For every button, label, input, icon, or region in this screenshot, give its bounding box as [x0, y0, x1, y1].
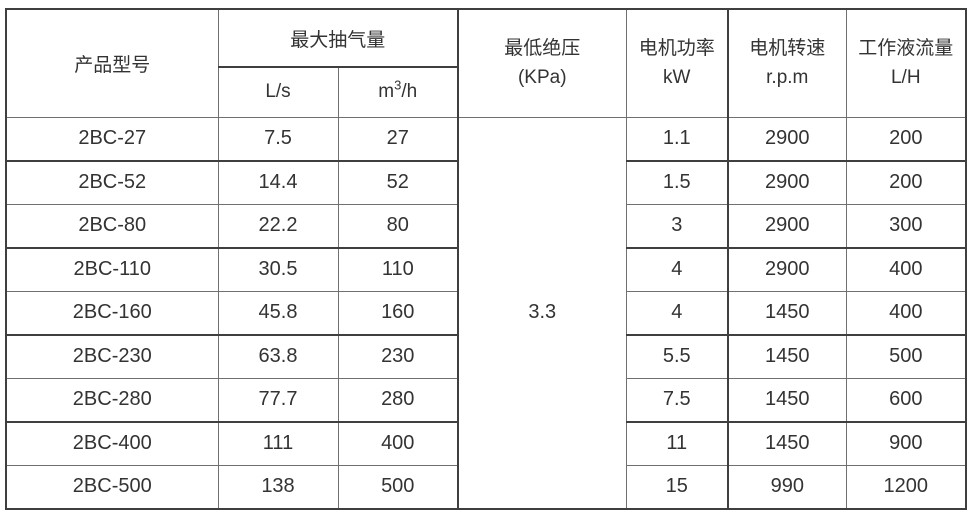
cell-capacity-m3h: 52 — [337, 159, 459, 205]
cell-fluid-flow: 200 — [845, 159, 967, 205]
table-row: 2BC-27 7.5 27 3.3 1.1 2900 200 — [5, 116, 967, 509]
cell-motor-power: 7.5 — [625, 377, 729, 422]
cell-capacity-m3h: 230 — [337, 333, 459, 379]
table-row: 2BC-160 45.8 160 4 1450 400 — [5, 290, 967, 335]
cell-capacity-m3h: 110 — [337, 246, 459, 292]
cell-fluid-flow: 200 — [845, 116, 967, 161]
header-unit-m3h: m3/h — [337, 66, 459, 118]
cell-capacity-m3h: 500 — [337, 464, 459, 509]
cell-product-model: 2BC-230 — [5, 333, 219, 379]
table-row: 2BC-280 77.7 280 7.5 1450 600 — [5, 377, 967, 422]
table-row: 2BC-500 138 500 15 990 1200 — [5, 464, 967, 509]
cell-capacity-ls: 111 — [217, 420, 339, 466]
cell-capacity-m3h: 27 — [337, 116, 459, 161]
cell-motor-speed: 990 — [727, 464, 847, 509]
cell-motor-speed: 2900 — [727, 203, 847, 248]
table-row: 2BC-52 14.4 52 1.5 2900 200 — [5, 159, 967, 205]
cell-capacity-ls: 14.4 — [217, 159, 339, 205]
cell-capacity-ls: 30.5 — [217, 246, 339, 292]
cell-capacity-ls: 77.7 — [217, 377, 339, 422]
cell-capacity-m3h: 160 — [337, 290, 459, 335]
header-max-pumping-capacity: 最大抽气量 — [217, 8, 459, 68]
header-fluid-flow-label: 工作液流量 — [858, 38, 954, 60]
cell-capacity-m3h: 280 — [337, 377, 459, 422]
cell-capacity-m3h: 400 — [337, 420, 459, 466]
cell-capacity-m3h: 80 — [337, 203, 459, 248]
cell-product-model: 2BC-500 — [5, 464, 219, 509]
cell-motor-power: 4 — [625, 246, 729, 292]
cell-product-model: 2BC-400 — [5, 420, 219, 466]
cell-product-model: 2BC-280 — [5, 377, 219, 422]
cell-motor-speed: 1450 — [727, 420, 847, 466]
cell-product-model: 2BC-110 — [5, 246, 219, 292]
cell-motor-speed: 1450 — [727, 333, 847, 379]
cell-fluid-flow: 900 — [845, 420, 967, 466]
cell-motor-power: 15 — [625, 464, 729, 509]
cell-fluid-flow: 400 — [845, 290, 967, 335]
table-row: 2BC-80 22.2 80 3 2900 300 — [5, 203, 967, 248]
cell-product-model: 2BC-80 — [5, 203, 219, 248]
cell-motor-speed: 2900 — [727, 246, 847, 292]
cell-fluid-flow: 1200 — [845, 464, 967, 509]
table-row: 2BC-230 63.8 230 5.5 1450 500 — [5, 333, 967, 379]
cell-product-model: 2BC-52 — [5, 159, 219, 205]
header-motor-speed-unit: r.p.m — [766, 67, 809, 89]
header-min-pressure-label: 最低绝压 — [504, 38, 581, 60]
header-fluid-flow-unit: L/H — [890, 67, 921, 89]
cell-capacity-ls: 7.5 — [217, 116, 339, 161]
header-motor-speed: 电机转速 r.p.m — [727, 8, 847, 118]
cell-product-model: 2BC-27 — [5, 116, 219, 161]
cell-motor-power: 3 — [625, 203, 729, 248]
cell-fluid-flow: 400 — [845, 246, 967, 292]
cell-motor-speed: 1450 — [727, 290, 847, 335]
unit-m3h-suffix: /h — [401, 81, 418, 103]
header-motor-speed-label: 电机转速 — [749, 38, 826, 60]
cell-fluid-flow: 500 — [845, 333, 967, 379]
cell-fluid-flow: 600 — [845, 377, 967, 422]
pump-spec-table: 产品型号 最大抽气量 最低绝压 (KPa) 电机功率 kW 电机转速 r.p.m… — [5, 8, 968, 510]
cell-capacity-ls: 22.2 — [217, 203, 339, 248]
header-product-model: 产品型号 — [5, 8, 219, 118]
table-header: 产品型号 最大抽气量 最低绝压 (KPa) 电机功率 kW 电机转速 r.p.m… — [5, 8, 967, 118]
header-working-fluid-flow: 工作液流量 L/H — [845, 8, 967, 118]
cell-min-absolute-pressure: 3.3 — [457, 116, 627, 509]
unit-m3h-exponent: 3 — [394, 77, 402, 93]
cell-capacity-ls: 138 — [217, 464, 339, 509]
header-min-pressure-unit: (KPa) — [517, 67, 567, 89]
cell-motor-power: 11 — [625, 420, 729, 466]
cell-motor-power: 5.5 — [625, 333, 729, 379]
unit-m3h-prefix: m — [378, 81, 395, 103]
cell-motor-speed: 2900 — [727, 159, 847, 205]
cell-motor-speed: 2900 — [727, 116, 847, 161]
table-row: 2BC-110 30.5 110 4 2900 400 — [5, 246, 967, 292]
cell-motor-power: 1.5 — [625, 159, 729, 205]
cell-motor-power: 4 — [625, 290, 729, 335]
cell-capacity-ls: 45.8 — [217, 290, 339, 335]
cell-capacity-ls: 63.8 — [217, 333, 339, 379]
header-motor-power-label: 电机功率 — [638, 38, 715, 60]
cell-fluid-flow: 300 — [845, 203, 967, 248]
table-body: 2BC-27 7.5 27 3.3 1.1 2900 200 2BC-52 14.… — [5, 116, 967, 509]
cell-product-model: 2BC-160 — [5, 290, 219, 335]
header-unit-ls: L/s — [217, 66, 339, 118]
cell-motor-speed: 1450 — [727, 377, 847, 422]
cell-motor-power: 1.1 — [625, 116, 729, 161]
header-motor-power-unit: kW — [663, 67, 691, 89]
header-motor-power: 电机功率 kW — [625, 8, 729, 118]
header-min-absolute-pressure: 最低绝压 (KPa) — [457, 8, 627, 118]
